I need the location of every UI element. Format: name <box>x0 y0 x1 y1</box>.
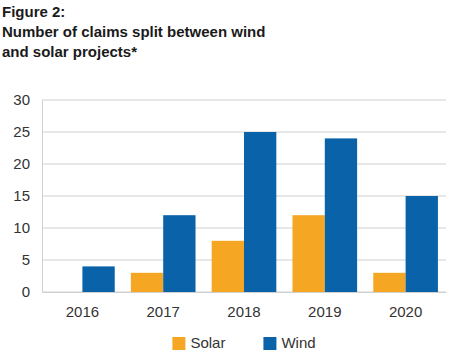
bar <box>82 266 114 292</box>
y-tick-label: 5 <box>22 251 30 268</box>
y-tick: 20 <box>13 155 42 172</box>
bar <box>325 138 357 292</box>
y-tick-label: 15 <box>13 187 30 204</box>
x-tick: 2016 <box>66 292 99 320</box>
x-tick-label: 2020 <box>389 303 422 320</box>
legend-label: Solar <box>190 334 225 351</box>
bar <box>50 292 82 293</box>
legend: Solar Wind <box>172 334 315 351</box>
x-tick: 2019 <box>308 292 341 320</box>
bar <box>163 215 195 292</box>
grid <box>42 100 446 292</box>
y-tick: 10 <box>13 219 42 236</box>
y-tick-label: 20 <box>13 155 30 172</box>
title: Figure 2: <box>2 3 65 20</box>
plot: 0 5 10 15 20 25 30 2016 2017 2018 2019 2020 <box>13 91 446 319</box>
x-tick-label: 2018 <box>227 303 260 320</box>
legend-item: Solar <box>172 334 225 351</box>
legend-swatch <box>263 337 276 350</box>
y-axis-line <box>42 101 43 293</box>
y-axis: 0 5 10 15 20 25 30 <box>13 91 42 300</box>
x-tick: 2018 <box>227 292 260 320</box>
x-tick: 2017 <box>147 292 180 320</box>
bar <box>244 132 276 292</box>
legend-label: Wind <box>281 334 315 351</box>
bar <box>131 273 163 292</box>
bar <box>373 273 405 292</box>
grid-line <box>42 100 446 101</box>
y-tick: 25 <box>13 123 42 140</box>
bar <box>292 215 324 292</box>
y-tick: 5 <box>22 251 42 268</box>
y-tick-label: 0 <box>22 283 30 300</box>
x-tick: 2020 <box>389 292 422 320</box>
y-tick-label: 10 <box>13 219 30 236</box>
x-axis: 2016 2017 2018 2019 2020 <box>43 292 447 320</box>
bars <box>82 132 438 292</box>
chart: Figure 2: Number of claims split between … <box>0 0 460 361</box>
legend-swatch <box>172 337 185 350</box>
bar <box>406 196 438 292</box>
y-tick-label: 25 <box>13 123 30 140</box>
series <box>82 132 438 292</box>
x-tick-label: 2016 <box>66 303 99 320</box>
x-tick-label: 2019 <box>308 303 341 320</box>
bar <box>212 241 244 292</box>
y-tick: 30 <box>13 91 42 108</box>
subtitle: Number of claims split between windand s… <box>2 23 265 60</box>
y-tick: 0 <box>22 283 42 300</box>
x-tick-label: 2017 <box>147 303 180 320</box>
x-axis-line <box>43 292 447 293</box>
y-tick: 15 <box>13 187 42 204</box>
legend-item: Wind <box>263 334 315 351</box>
y-tick-label: 30 <box>13 91 30 108</box>
